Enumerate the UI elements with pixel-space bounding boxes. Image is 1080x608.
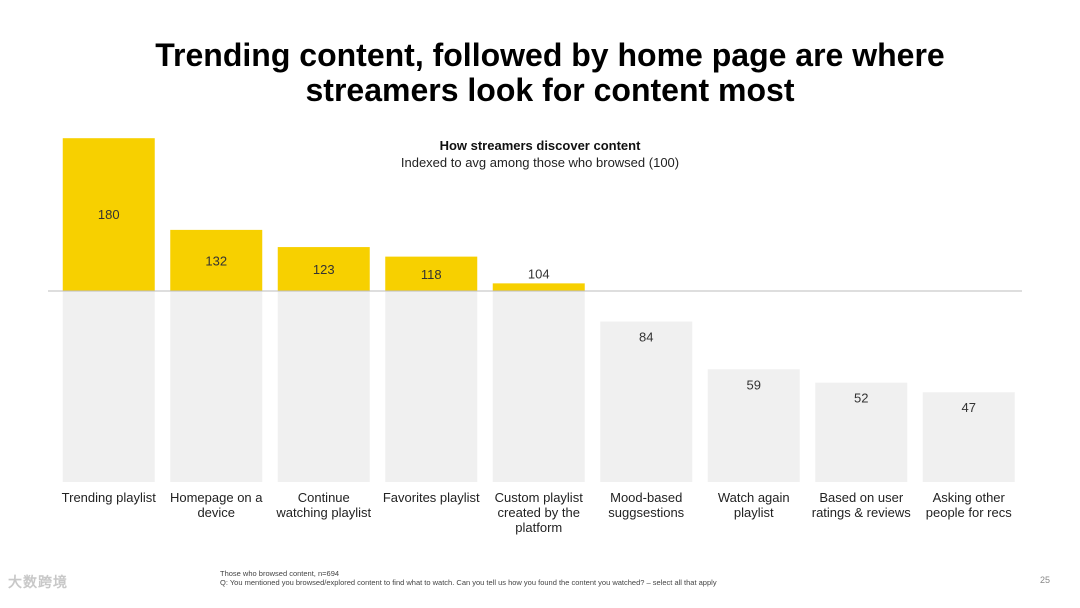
bar-value-label-8: 47 — [962, 400, 976, 415]
bar-value-label-5: 84 — [639, 330, 653, 345]
bar-value-label-6: 59 — [747, 377, 761, 392]
category-label-7-0: Based on user — [819, 490, 904, 505]
bar-value-label-0: 180 — [98, 207, 120, 222]
bar-below-baseline-8 — [922, 392, 1015, 482]
bar-value-label-2: 123 — [313, 262, 335, 277]
watermark-logo: 大数跨境 — [8, 574, 68, 590]
category-label-2-0: Continue — [298, 490, 350, 505]
bar-value-label-4: 104 — [528, 266, 550, 281]
category-label-8-0: Asking other — [933, 490, 1006, 505]
bar-below-baseline-6 — [707, 369, 800, 482]
page-title-line-2: streamers look for content most — [305, 72, 795, 108]
bar-below-baseline-5 — [600, 321, 693, 482]
category-label-8-1: people for recs — [926, 505, 1012, 520]
page-number: 25 — [1040, 575, 1051, 585]
bar-value-label-3: 118 — [421, 267, 442, 282]
category-label-2-1: watching playlist — [275, 505, 371, 520]
category-label-6-0: Watch again — [718, 490, 790, 505]
category-label-1-0: Homepage on a — [170, 490, 263, 505]
category-label-7-1: ratings & reviews — [812, 505, 911, 520]
bar-above-baseline-0 — [62, 138, 155, 291]
chart-subtitle: Indexed to avg among those who browsed (… — [400, 155, 680, 170]
bar-value-label-1: 132 — [205, 253, 227, 268]
page-title: Trending content, followed by home page … — [90, 38, 1010, 108]
category-label-4-1: created by the — [498, 505, 580, 520]
bar-above-baseline-1 — [170, 229, 263, 291]
bar-above-baseline-3 — [385, 256, 478, 291]
category-label-5-1: suggsestions — [608, 505, 684, 520]
footnote-question: Q: You mentioned you browsed/explored co… — [220, 578, 717, 587]
bar-below-baseline-0 — [62, 291, 155, 482]
category-label-4-2: platform — [515, 520, 562, 535]
bar-below-baseline-3 — [385, 291, 478, 482]
chart-title: How streamers discover content — [439, 138, 641, 153]
bar-below-baseline-7 — [815, 382, 908, 482]
bar-below-baseline-4 — [492, 291, 585, 482]
bar-below-baseline-1 — [170, 291, 263, 482]
page-title-line-1: Trending content, followed by home page … — [155, 37, 945, 73]
category-label-3-0: Favorites playlist — [383, 490, 480, 505]
bar-above-baseline-4 — [492, 283, 585, 291]
category-label-6-1: playlist — [734, 505, 774, 520]
category-label-1-1: device — [197, 505, 235, 520]
category-label-4-0: Custom playlist — [495, 490, 584, 505]
bar-value-label-7: 52 — [854, 391, 868, 406]
category-label-5-0: Mood-based — [610, 490, 682, 505]
bar-below-baseline-2 — [277, 291, 370, 482]
footnote-sample: Those who browsed content, n=694 — [220, 569, 340, 578]
bar-above-baseline-2 — [277, 247, 370, 291]
category-label-0-0: Trending playlist — [62, 490, 157, 505]
